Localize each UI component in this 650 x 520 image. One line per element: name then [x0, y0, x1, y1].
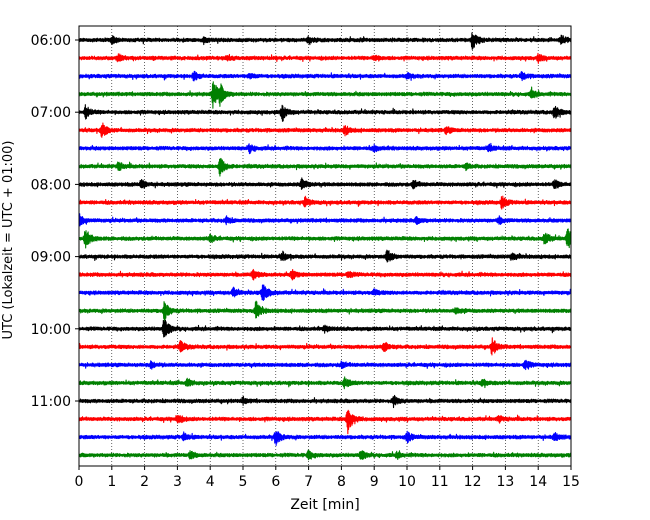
y-tick-label: 09:00 [31, 250, 71, 266]
trace-0945 [78, 300, 572, 322]
trace-0845 [78, 228, 572, 249]
grid [111, 26, 539, 466]
x-tick-label: 7 [304, 474, 313, 490]
trace-1000 [78, 319, 572, 338]
x-tick-label: 10 [398, 474, 416, 490]
trace-1145 [78, 449, 572, 461]
trace-0745 [78, 157, 572, 177]
y-axis-label: UTC (Lokalzeit = UTC + 01:00) [1, 141, 16, 340]
x-tick-label: 15 [562, 474, 580, 490]
trace-0900 [78, 249, 572, 263]
y-tick-label: 08:00 [31, 177, 71, 193]
x-tick-label: 9 [370, 474, 379, 490]
trace-0645 [78, 81, 572, 109]
plot-frame [78, 25, 572, 467]
trace-0630 [78, 70, 572, 82]
x-axis-label: Zeit [min] [290, 497, 359, 513]
x-tick-label: 6 [271, 474, 280, 490]
y-tick-label: 10:00 [31, 322, 71, 338]
trace-0830 [78, 213, 572, 227]
trace-0915 [78, 268, 572, 281]
trace-0815 [78, 195, 572, 210]
x-tick-label: 1 [107, 474, 116, 490]
x-tick-label: 5 [239, 474, 248, 490]
trace-0730 [78, 142, 572, 155]
x-tick-label: 12 [464, 474, 482, 490]
x-tick-label: 0 [75, 474, 84, 490]
trace-0700 [78, 104, 572, 122]
x-tick-label: 14 [529, 474, 547, 490]
trace-1100 [78, 394, 572, 409]
trace-1045 [78, 376, 572, 390]
trace-1115 [78, 409, 572, 435]
ticks: 0 1 2 3 4 5 6 7 8 9 10 11 12 13 14 1506:0007:0008:0009:… [31, 33, 580, 490]
trace-1015 [78, 337, 572, 356]
x-tick-label: 13 [496, 474, 514, 490]
x-tick-label: 8 [337, 474, 346, 490]
traces [78, 32, 572, 461]
trace-0600 [78, 32, 572, 50]
x-tick-label: 11 [431, 474, 449, 490]
y-tick-label: 07:00 [31, 105, 71, 121]
x-tick-label: 4 [206, 474, 215, 490]
trace-0800 [78, 177, 572, 190]
trace-0715 [78, 122, 572, 138]
trace-0930 [78, 284, 572, 301]
y-tick-label: 11:00 [31, 394, 71, 410]
trace-0615 [78, 52, 572, 64]
x-tick-label: 2 [140, 474, 149, 490]
trace-1130 [78, 430, 572, 446]
x-tick-label: 3 [173, 474, 182, 490]
y-tick-label: 06:00 [31, 33, 71, 49]
trace-1030 [78, 359, 572, 371]
